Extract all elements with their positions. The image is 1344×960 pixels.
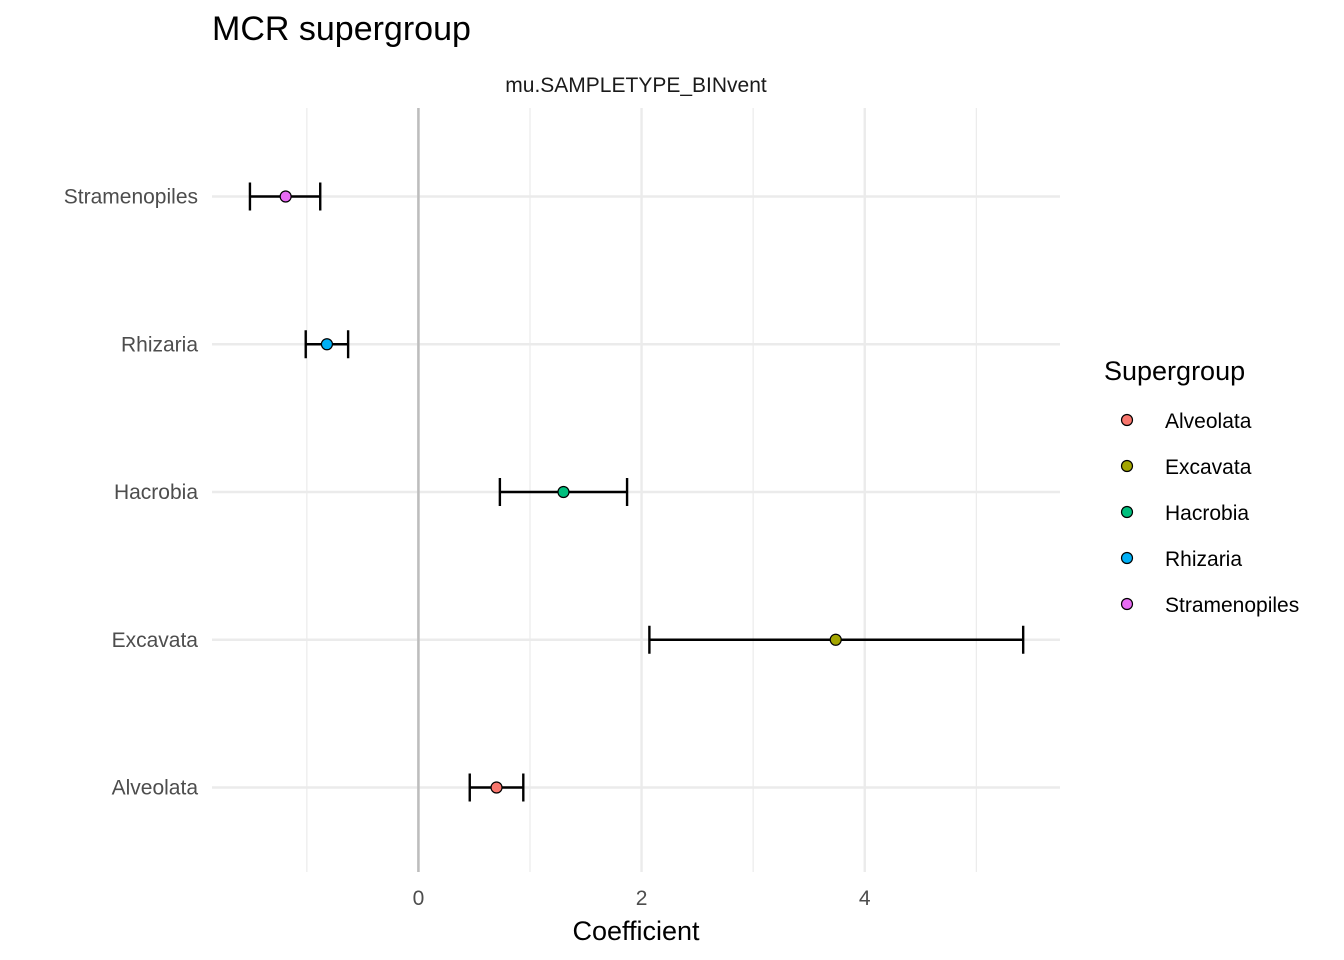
legend-title: Supergroup xyxy=(1104,356,1245,386)
legend-label: Stramenopiles xyxy=(1165,594,1299,617)
legend-key-point xyxy=(1120,413,1134,427)
legend-item: Rhizaria xyxy=(1120,548,1242,571)
point-alveolata xyxy=(490,781,503,794)
y-tick-label: Alveolata xyxy=(112,777,199,800)
y-tick-label: Hacrobia xyxy=(114,481,198,504)
y-tick-label: Stramenopiles xyxy=(64,186,198,209)
legend-item: Alveolata xyxy=(1120,410,1252,433)
legend-key-point xyxy=(1120,505,1134,519)
point-rhizaria xyxy=(320,338,334,351)
point-hacrobia xyxy=(557,485,570,499)
legend-key-point xyxy=(1120,551,1134,565)
points xyxy=(279,190,842,794)
legend-label: Alveolata xyxy=(1165,410,1252,433)
point-excavata xyxy=(829,633,842,646)
legend: Supergroup Alveolata Excavata Hacrobia Rhiz… xyxy=(1104,356,1299,617)
y-tick-label: Excavata xyxy=(112,629,199,652)
legend-label: Hacrobia xyxy=(1165,502,1249,525)
chart-title: MCR supergroup xyxy=(212,10,471,48)
legend-label: Rhizaria xyxy=(1165,548,1242,571)
legend-items: Alveolata Excavata Hacrobia Rhizaria Stramen… xyxy=(1120,410,1299,617)
x-tick-label: 2 xyxy=(636,887,648,910)
legend-item: Hacrobia xyxy=(1120,502,1249,525)
legend-label: Excavata xyxy=(1165,456,1252,479)
legend-key-point xyxy=(1120,459,1134,473)
x-tick-label: 4 xyxy=(859,887,871,910)
y-tick-label: Rhizaria xyxy=(121,333,198,356)
y-axis-tick-labels: Alveolata Excavata Hacrobia Rhizaria Stramen… xyxy=(64,186,199,800)
facet-strip-label: mu.SAMPLETYPE_BINvent xyxy=(505,74,767,97)
legend-key-point xyxy=(1120,597,1134,611)
x-axis-label: Coefficient xyxy=(572,916,700,946)
point-stramenopiles xyxy=(279,190,292,203)
major-gridlines-y xyxy=(212,195,1060,789)
major-gridlines-x xyxy=(417,108,866,872)
legend-item: Stramenopiles xyxy=(1120,594,1299,617)
x-axis-tick-labels: 0 2 4 xyxy=(413,887,871,910)
legend-item: Excavata xyxy=(1120,456,1252,479)
minor-gridlines xyxy=(306,108,977,872)
x-tick-label: 0 xyxy=(413,887,425,910)
